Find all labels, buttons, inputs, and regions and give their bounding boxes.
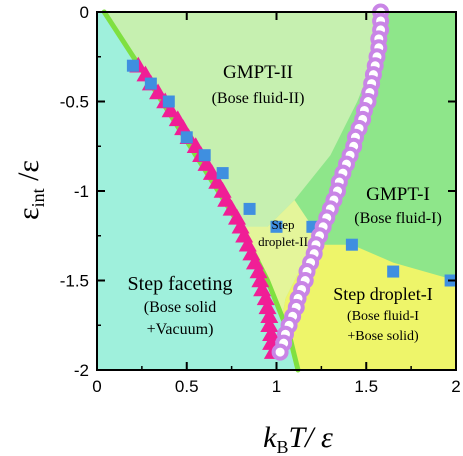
triangle-marker-23	[249, 262, 268, 279]
y-tick-label-0: 0	[80, 3, 89, 22]
triangle-marker-5	[161, 101, 180, 118]
region-gmpt2-fill	[97, 12, 385, 245]
data-markers	[126, 3, 457, 361]
region-label-gmpt2-1: (Bose fluid-II)	[212, 90, 305, 107]
triangle-marker-3	[149, 83, 168, 100]
region-step-droplet2-fill	[240, 200, 313, 370]
region-label-step-faceting-1: (Bose solid	[144, 299, 216, 316]
region-label-step-droplet2-1: droplet-II	[258, 234, 308, 249]
square-marker-5	[216, 167, 229, 180]
triangle-marker-27	[258, 298, 277, 315]
square-marker-4	[198, 149, 211, 162]
y-axis-title-rest: /ε	[12, 160, 45, 188]
square-marker-10	[387, 265, 400, 278]
x-tick-label-3: 1.5	[354, 377, 378, 396]
triangle-marker-26	[256, 289, 275, 306]
x-axis-title: kBT/ ε	[263, 421, 333, 456]
region-step-faceting-fill	[97, 12, 298, 370]
phase-regions	[97, 12, 456, 370]
region-step-droplet1-fill	[272, 244, 456, 370]
triangle-marker-29	[260, 316, 279, 332]
x-tick-label-0: 0	[92, 377, 101, 396]
region-label-step-droplet1-1: (Bose fluid-I	[347, 309, 419, 324]
square-marker-1	[144, 77, 157, 90]
square-marker-9	[345, 238, 358, 251]
region-label-step-droplet1-0: Step droplet-I	[333, 284, 432, 304]
region-label-gmpt2-0: GMPT-II	[223, 62, 293, 83]
y-tick-label-3: -1.5	[60, 272, 89, 291]
region-label-step-droplet2-0: Step	[271, 217, 294, 232]
square-marker-3	[180, 131, 193, 144]
region-label-step-faceting-2: +Vacuum)	[147, 321, 214, 338]
triangle-marker-28	[260, 307, 279, 324]
region-label-gmpt1-0: GMPT-I	[366, 184, 430, 205]
square-marker-2	[162, 95, 175, 108]
triangle-marker-24	[251, 271, 270, 288]
region-label-gmpt1-1: (Bose fluid-I)	[354, 210, 442, 227]
region-labels: Step faceting (Bose solid +Vacuum) GMPT-II (…	[128, 62, 442, 344]
y-tick-label-2: -1	[74, 182, 89, 201]
square-marker-7	[270, 220, 283, 233]
square-marker-6	[243, 202, 256, 215]
axes: 0 0.5 1 1.5 2 0 -0.5 -1 -1.5 -2 kBT/ ε εint /ε	[12, 3, 461, 456]
circle-marker-38	[271, 343, 289, 361]
x-axis-title-rest: T/ ε	[289, 421, 334, 454]
y-axis-title-sub: int	[28, 188, 48, 207]
y-axis-title-main: ε	[12, 207, 45, 220]
y-axis-title: εint /ε	[12, 160, 48, 220]
x-tick-label-1: 0.5	[175, 377, 199, 396]
x-tick-label-4: 2	[451, 377, 460, 396]
x-axis-title-sub: B	[276, 437, 288, 456]
region-label-step-faceting-0: Step faceting	[128, 273, 233, 295]
triangle-marker-30	[262, 325, 281, 341]
x-axis-title-main: k	[263, 421, 277, 454]
region-label-step-droplet1-2: +Bose solid)	[347, 329, 419, 344]
y-tick-label-1: -0.5	[60, 93, 89, 112]
y-tick-label-4: -2	[74, 361, 89, 380]
x-tick-label-2: 1	[272, 377, 281, 396]
square-marker-0	[126, 59, 139, 72]
